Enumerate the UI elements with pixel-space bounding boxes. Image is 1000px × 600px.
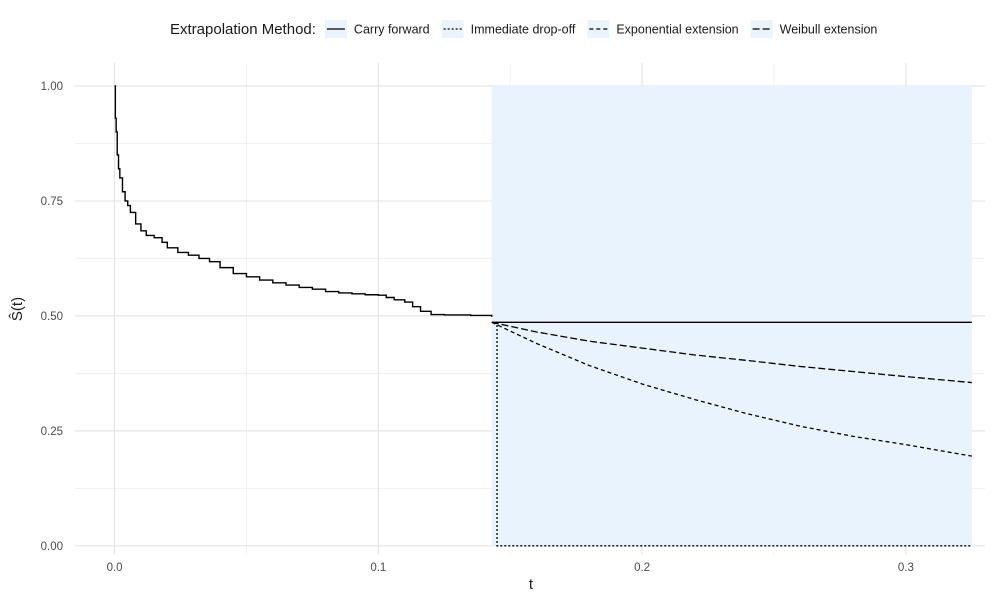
y-axis-title: Ŝ(t) — [9, 297, 26, 321]
legend-entry: Weibull extension — [750, 20, 878, 38]
x-axis: 0.0 0.1 0.2 0.3 — [107, 562, 914, 574]
plot-area — [75, 63, 985, 555]
legend-entry: Exponential extension — [587, 20, 739, 38]
x-tick-label: 0.1 — [370, 562, 386, 574]
legend-title: Extrapolation Method: — [170, 21, 316, 38]
x-tick-label: 0.3 — [898, 562, 914, 574]
y-tick-label: 1.00 — [41, 81, 63, 93]
series-immediate-drop-off — [491, 321, 972, 547]
legend-label: Weibull extension — [780, 23, 878, 37]
legend-entry: Immediate drop-off — [441, 20, 576, 38]
x-axis-title: t — [529, 576, 534, 593]
y-tick-label: 0.75 — [41, 196, 63, 208]
legend: Extrapolation Method: Carry forward Immed… — [170, 20, 877, 38]
x-tick-label: 0.2 — [634, 562, 650, 574]
y-tick-label: 0.00 — [41, 541, 63, 553]
x-tick-label: 0.0 — [107, 562, 123, 574]
y-tick-label: 0.50 — [41, 311, 63, 323]
y-axis: 0.00 0.25 0.50 0.75 1.00 — [41, 81, 63, 553]
y-tick-label: 0.25 — [41, 426, 63, 438]
legend-label: Exponential extension — [616, 23, 738, 37]
legend-entry: Carry forward — [324, 20, 430, 38]
extrapolation-region — [491, 85, 972, 546]
legend-label: Carry forward — [354, 23, 430, 37]
legend-key — [750, 20, 773, 38]
series-weibull-extension — [491, 321, 972, 384]
legend-label: Immediate drop-off — [471, 23, 576, 37]
series-exponential-extension — [491, 321, 972, 457]
km-curve — [114, 85, 493, 317]
